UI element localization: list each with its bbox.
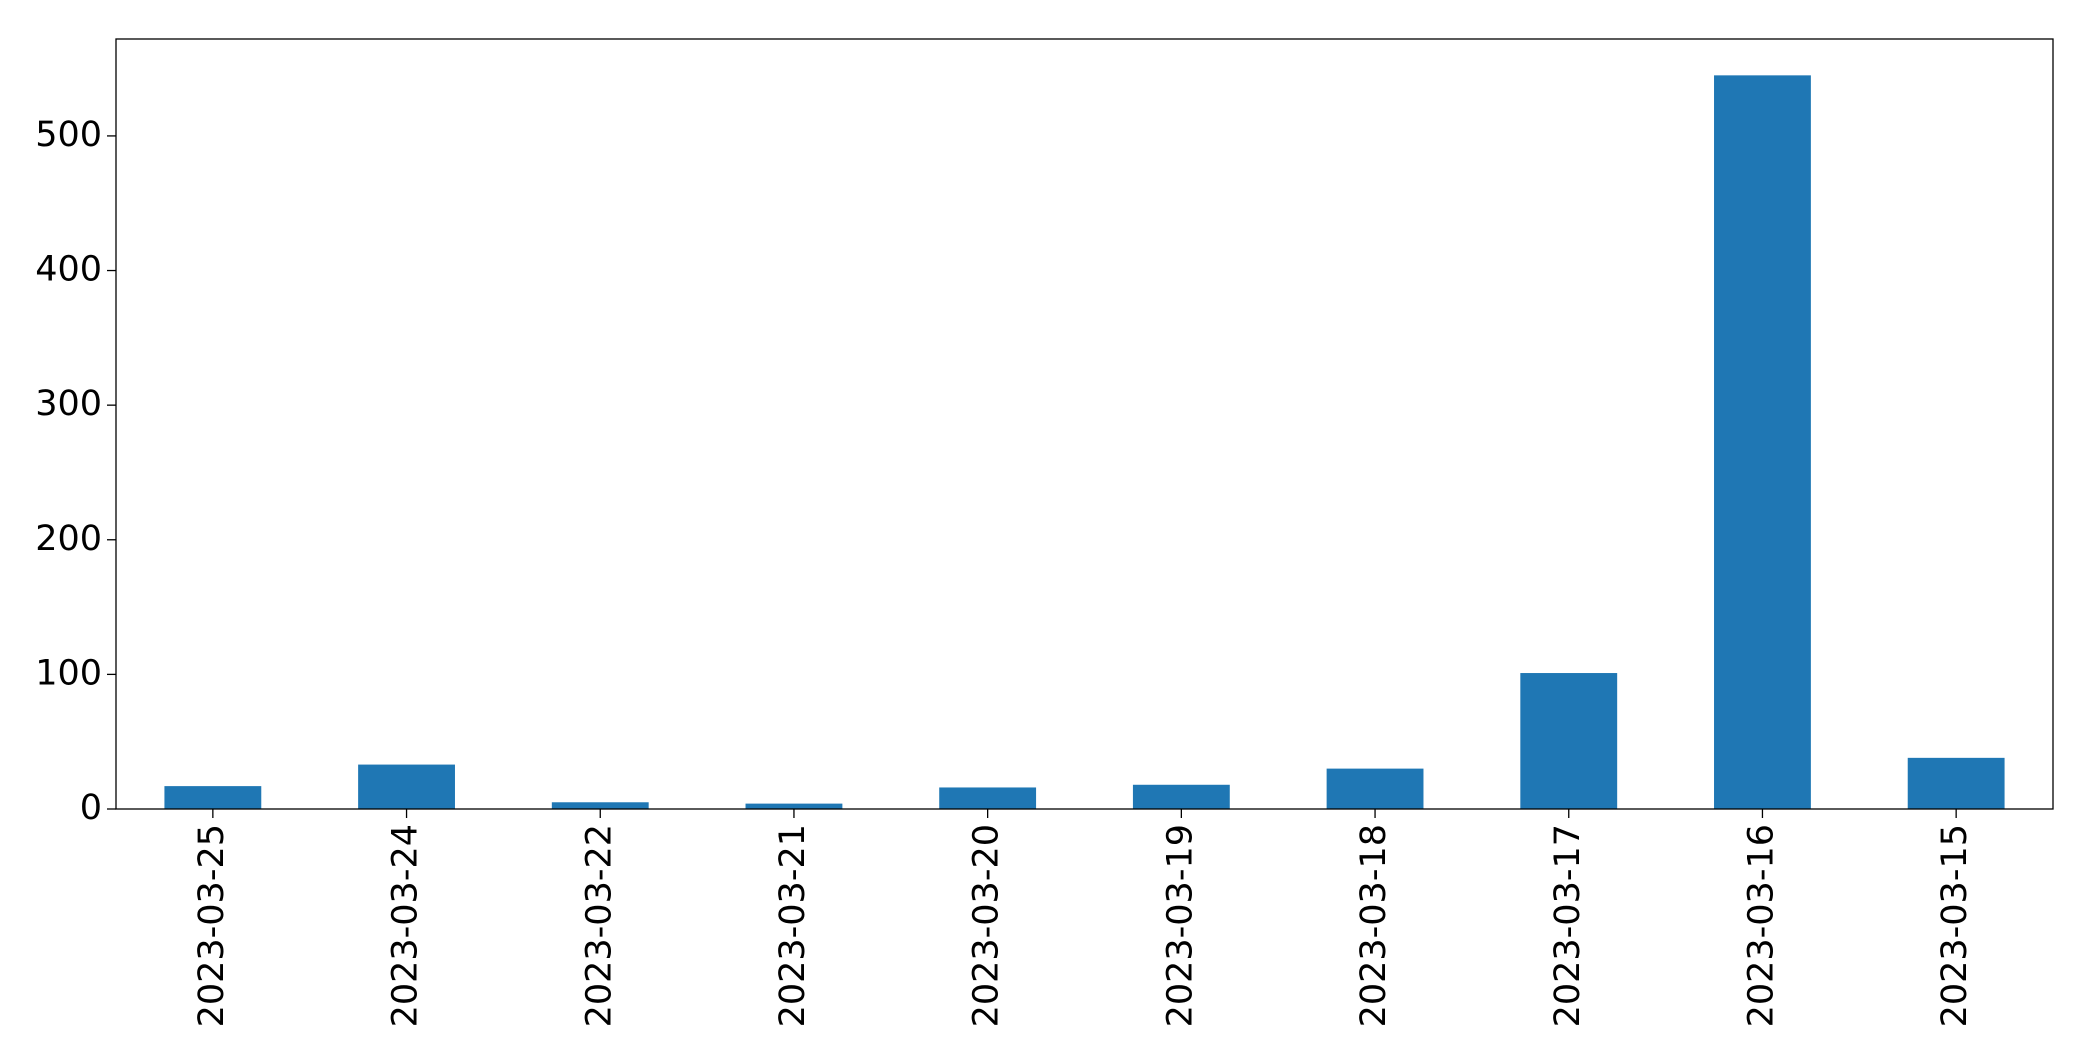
- x-tick-label: 2023-03-22: [579, 824, 619, 1027]
- x-tick-label: 2023-03-16: [1741, 824, 1781, 1027]
- bar: [1132, 784, 1230, 809]
- bar: [1520, 673, 1618, 809]
- plot-frame: [115, 38, 2054, 810]
- y-tick-label: 300: [35, 384, 102, 424]
- x-tick-label: 2023-03-17: [1548, 824, 1588, 1027]
- bar: [551, 802, 649, 809]
- y-tick-label: 200: [35, 519, 102, 559]
- x-tick-label: 2023-03-24: [386, 824, 426, 1027]
- bar: [1326, 768, 1424, 809]
- bar: [745, 803, 843, 809]
- x-tick-label: 2023-03-20: [967, 824, 1007, 1027]
- bar: [1714, 75, 1811, 810]
- bar: [939, 787, 1037, 809]
- bar: [164, 786, 262, 809]
- y-tick-label: 0: [80, 788, 102, 828]
- x-tick-label: 2023-03-19: [1160, 824, 1200, 1027]
- bar: [1907, 757, 2005, 809]
- x-tick-label: 2023-03-25: [192, 824, 232, 1027]
- y-tick-label: 100: [35, 653, 102, 693]
- bar: [358, 764, 455, 809]
- x-tick-label: 2023-03-18: [1354, 824, 1394, 1027]
- x-tick-label: 2023-03-15: [1935, 824, 1975, 1027]
- y-tick-label: 400: [35, 250, 102, 290]
- y-tick-label: 500: [35, 115, 102, 155]
- x-tick-label: 2023-03-21: [773, 824, 813, 1027]
